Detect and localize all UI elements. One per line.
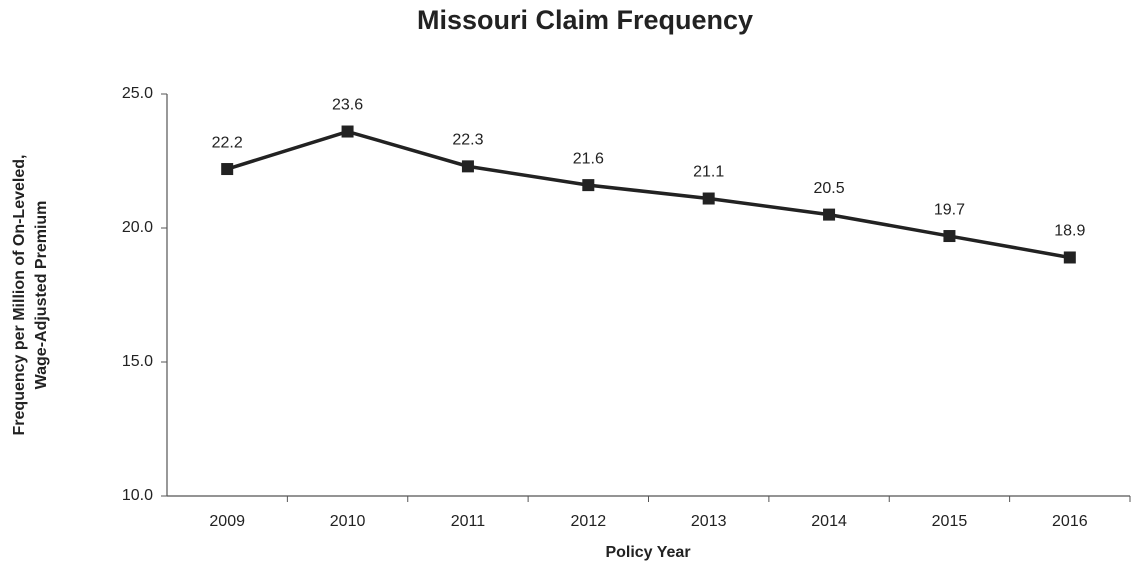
data-label: 20.5 — [813, 180, 844, 197]
marker — [582, 179, 595, 192]
data-label: 19.7 — [934, 201, 965, 218]
x-tick-label: 2012 — [571, 513, 607, 530]
x-tick-label: 2014 — [811, 513, 847, 530]
x-axis-label: Policy Year — [605, 544, 690, 561]
data-label: 18.9 — [1054, 223, 1085, 240]
marker — [341, 125, 354, 138]
marker — [221, 163, 234, 176]
x-tick-label: 2016 — [1052, 513, 1088, 530]
data-label: 21.1 — [693, 164, 724, 181]
y-axis-label: Frequency per Million of On-Leveled, — [11, 155, 28, 436]
marker — [1063, 251, 1076, 264]
y-tick-label: 15.0 — [122, 353, 153, 370]
marker — [702, 192, 715, 205]
y-tick-label: 25.0 — [122, 85, 153, 102]
x-tick-label: 2009 — [209, 513, 245, 530]
y-tick-label: 20.0 — [122, 219, 153, 236]
data-label: 22.3 — [452, 132, 483, 149]
line — [226, 129, 1071, 260]
y-tick-label: 10.0 — [122, 487, 153, 504]
x-tick-label: 2010 — [330, 513, 366, 530]
marker — [943, 230, 956, 243]
y-axis-label: Wage-Adjusted Premium — [33, 201, 50, 390]
data-label: 23.6 — [332, 97, 363, 114]
data-label: 22.2 — [212, 134, 243, 151]
x-tick-label: 2013 — [691, 513, 727, 530]
marker — [823, 208, 836, 221]
x-tick-label: 2015 — [932, 513, 968, 530]
x-tick-label: 2011 — [451, 513, 486, 530]
data-label: 21.6 — [573, 150, 604, 167]
marker — [461, 160, 474, 173]
chart-title: Missouri Claim Frequency — [417, 5, 753, 35]
